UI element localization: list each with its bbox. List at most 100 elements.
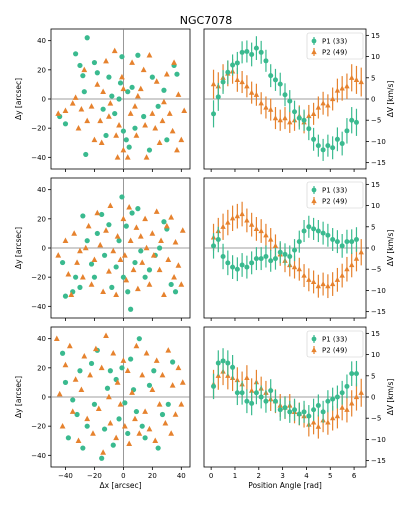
p1-star-point [146, 147, 153, 153]
legend-p2-label: P2 (49) [322, 49, 348, 57]
p1-star-point [80, 73, 86, 79]
p2-velocity-point [248, 89, 255, 95]
p1-star-point [80, 213, 86, 219]
p2-velocity-point [244, 83, 250, 89]
p2-star-point [142, 122, 149, 128]
p2-star-point [152, 124, 159, 131]
p1-velocity-point [344, 383, 350, 389]
p1-velocity-point [258, 394, 264, 400]
p1-velocity-point [282, 92, 288, 98]
legend-p2-marker [311, 49, 317, 55]
p2-star-point [179, 379, 186, 385]
p2-star-point [163, 222, 170, 229]
p1-velocity-point [268, 73, 274, 79]
p1-star-point [91, 274, 98, 280]
p2-star-point [181, 107, 188, 113]
p1-star-point [128, 356, 134, 362]
p2-star-point [92, 345, 99, 352]
p2-velocity-point [358, 79, 364, 85]
p1-star-point [146, 382, 153, 388]
p2-velocity-point [220, 223, 226, 229]
legend: P1 (33) P2 (49) [306, 32, 364, 60]
p2-star-point [134, 92, 141, 99]
p1-velocity-point [272, 398, 278, 404]
p2-star-point [165, 347, 172, 353]
p2-star-point [78, 106, 85, 112]
y-tick-label: −40 [31, 303, 46, 311]
p1-star-point [99, 211, 105, 218]
x-tick-label: 0 [121, 472, 125, 480]
p1-star-point [59, 259, 66, 266]
p1-star-point [135, 52, 141, 58]
p2-star-point [130, 266, 137, 273]
p1-velocity-point [330, 145, 336, 151]
p1-star-point [141, 113, 147, 120]
p1-star-point [122, 400, 128, 406]
p2-star-point [82, 244, 89, 251]
p1-velocity-point [292, 407, 298, 413]
p1-star-point [125, 89, 131, 95]
p2-star-point [146, 425, 153, 432]
p2-star-point [152, 437, 159, 444]
p1-star-point [149, 74, 155, 80]
p1-velocity-point [215, 94, 221, 100]
p2-star-point [124, 367, 131, 374]
p1-velocity-point [277, 407, 283, 413]
p2-star-point [153, 357, 160, 363]
p2-velocity-point [325, 283, 331, 289]
p1-star-point [74, 411, 80, 418]
p2-star-point [113, 291, 120, 297]
y-tick-label: −20 [31, 274, 46, 282]
p2-star-point [165, 256, 172, 262]
p1-velocity-point [334, 136, 340, 142]
p2-star-point [110, 350, 117, 356]
p2-star-point [113, 132, 120, 138]
p2-star-point [85, 222, 92, 229]
p2-star-point [107, 420, 114, 426]
p1-star-point [101, 252, 108, 258]
p1-velocity-point [282, 405, 288, 411]
p1-velocity-point [315, 228, 321, 234]
p2-velocity-point [358, 389, 364, 395]
p2-velocity-point [306, 112, 312, 119]
p1-velocity-point [277, 81, 283, 87]
p2-velocity-point [306, 276, 312, 282]
p2-star-point [161, 98, 167, 105]
p2-star-point [120, 85, 127, 92]
p2-velocity-point [225, 219, 231, 225]
p1-velocity-point [230, 62, 236, 68]
p2-star-point [178, 136, 185, 143]
p2-star-point [140, 66, 147, 73]
y-tick-label: −10 [371, 436, 386, 444]
p2-star-point [149, 230, 156, 236]
p2-star-point [134, 285, 141, 292]
p1-star-point [138, 248, 144, 254]
p2-star-point [97, 241, 104, 248]
p2-velocity-point [334, 413, 341, 419]
p1-velocity-point [220, 79, 226, 85]
y-tick-label: 15 [371, 181, 380, 189]
p2-velocity-point [325, 419, 331, 425]
p2-star-point [162, 420, 169, 426]
p1-star-point [73, 274, 79, 280]
p2-star-point [117, 256, 124, 262]
p1-star-point [73, 51, 79, 57]
p2-star-point [62, 107, 69, 113]
p1-star-point [172, 289, 179, 295]
p2-star-point [146, 52, 153, 58]
p2-velocity-point [344, 83, 350, 89]
y-tick-label: −15 [371, 457, 386, 465]
p2-velocity-point [268, 106, 274, 112]
p1-velocity-point [353, 237, 359, 243]
p1-velocity-point [239, 49, 245, 55]
p1-star-point [161, 87, 167, 93]
legend-p2-marker [311, 347, 317, 353]
p1-velocity-point [263, 398, 269, 404]
p1-star-point [81, 89, 87, 95]
y-tick-label: 10 [371, 351, 380, 359]
p2-velocity-point [315, 104, 322, 110]
p1-star-point [77, 284, 83, 290]
y-axis-label: Δy [arcsec] [14, 376, 23, 418]
legend-box [306, 181, 364, 209]
x-tick-label: 4 [304, 472, 309, 480]
